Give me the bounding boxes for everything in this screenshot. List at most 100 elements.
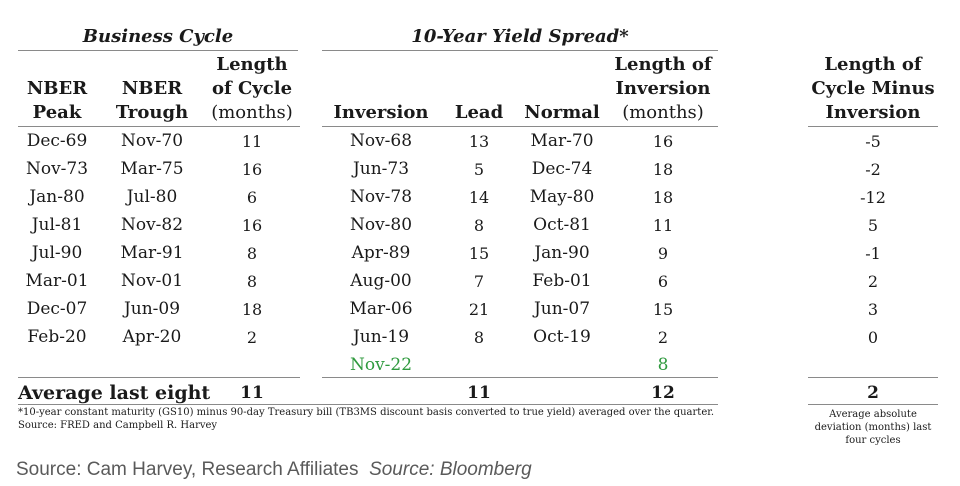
yield-spread-title: 10-Year Yield Spread* [322, 26, 718, 51]
cell-normal: Dec-74 [531, 159, 593, 179]
source-text: Source: Cam Harvey, Research Affiliates [16, 459, 359, 480]
cell-inversion: Aug-00 [350, 271, 412, 291]
header-rule-spread [322, 126, 718, 127]
cell-inversion: Apr-89 [351, 243, 411, 263]
cell-trough: Jun-09 [123, 299, 181, 319]
header-cycle-minus-inversion: Length of Cycle Minus Inversion [806, 53, 940, 125]
deviation-line: deviation (months) last [814, 422, 932, 433]
cell-lead: 5 [473, 160, 485, 179]
cell-lead: 13 [468, 132, 490, 151]
average-label: Average last eight [18, 382, 211, 404]
cell-cycle: 8 [246, 272, 258, 291]
cell-lead: 21 [468, 300, 490, 319]
average-rule-left [18, 377, 300, 378]
header-nber-trough: NBER Trough [110, 77, 194, 125]
cell-lead: 8 [473, 216, 485, 235]
source-caption: Source: Cam Harvey, Research Affiliates … [16, 459, 532, 481]
cell-lead: 8 [473, 328, 485, 347]
deviation-line: Average absolute [829, 409, 917, 420]
cell-trough: Nov-82 [120, 215, 184, 235]
header-line: NBER [121, 78, 183, 99]
average-rule-minus [808, 377, 938, 378]
cell-cycle: 8 [246, 244, 258, 263]
cell-minus: 3 [867, 300, 879, 319]
cell-trough: Mar-91 [120, 243, 184, 263]
cell-inv-len: 11 [652, 216, 674, 235]
header-line: Cycle Minus [811, 78, 935, 99]
header-line: of Cycle [211, 78, 293, 99]
business-cycle-title: Business Cycle [18, 26, 298, 51]
header-inversion: Inversion [333, 102, 429, 123]
cell-trough: Jul-80 [126, 187, 178, 207]
cell-inversion: Jun-73 [352, 159, 410, 179]
cell-cycle: 11 [241, 132, 263, 151]
footnote: *10-year constant maturity (GS10) minus … [18, 406, 738, 432]
cell-peak: Nov-73 [25, 159, 89, 179]
average-inversion-length: 12 [651, 383, 675, 403]
cell-normal: Oct-19 [533, 327, 591, 347]
cell-inv-len: 18 [652, 160, 674, 179]
header-normal: Normal [524, 102, 600, 123]
cell-inversion: Nov-78 [349, 187, 413, 207]
current-inversion: Nov-22 [349, 355, 413, 375]
cell-normal: Oct-81 [533, 215, 591, 235]
cell-normal: Jan-90 [534, 243, 590, 263]
average-cycle: 11 [240, 383, 264, 403]
average-minus: 2 [867, 383, 879, 403]
cell-inv-len: 9 [657, 244, 669, 263]
cell-peak: Mar-01 [25, 271, 89, 291]
header-line: Length [216, 54, 288, 75]
cell-trough: Nov-70 [120, 131, 184, 151]
cell-inversion: Mar-06 [349, 299, 413, 319]
cell-cycle: 2 [246, 328, 258, 347]
header-line: Trough [115, 102, 189, 123]
cell-inversion: Nov-80 [349, 215, 413, 235]
cell-minus: 2 [867, 272, 879, 291]
cell-cycle: 18 [241, 300, 263, 319]
cell-peak: Jul-90 [31, 243, 83, 263]
cell-cycle: 16 [241, 160, 263, 179]
cell-trough: Apr-20 [122, 327, 182, 347]
current-inversion-length: 8 [657, 355, 669, 375]
cell-minus: -1 [865, 244, 881, 263]
cell-peak: Jan-80 [29, 187, 85, 207]
header-line: Peak [32, 102, 82, 123]
header-line: Inversion [825, 102, 921, 123]
cell-inv-len: 15 [652, 300, 674, 319]
cell-cycle: 16 [241, 216, 263, 235]
header-line: (months) [622, 102, 704, 123]
cell-inversion: Jun-19 [352, 327, 410, 347]
header-line: NBER [26, 78, 88, 99]
source-bloomberg: Source: Bloomberg [369, 459, 532, 480]
cell-peak: Jul-81 [31, 215, 83, 235]
footer-rule-minus [808, 404, 938, 405]
cell-minus: -12 [860, 188, 886, 207]
header-lead: Lead [454, 102, 504, 123]
footer-rule-left [18, 404, 718, 405]
cell-normal: Jun-07 [533, 299, 591, 319]
header-inversion-length: Length of Inversion (months) [608, 53, 718, 125]
header-line: Inversion [615, 78, 711, 99]
cell-normal: Mar-70 [530, 131, 594, 151]
header-rule-minus [808, 126, 938, 127]
cell-inv-len: 16 [652, 132, 674, 151]
cell-trough: Nov-01 [120, 271, 184, 291]
header-line: (months) [211, 102, 293, 123]
average-rule-spread [322, 377, 718, 378]
footnote-definition: *10-year constant maturity (GS10) minus … [18, 407, 715, 418]
header-rule-business [18, 126, 300, 127]
cell-lead: 14 [468, 188, 490, 207]
cell-peak: Feb-20 [27, 327, 87, 347]
header-line: Length of [824, 54, 922, 75]
cell-lead: 15 [468, 244, 490, 263]
cell-normal: May-80 [529, 187, 595, 207]
cell-peak: Dec-07 [26, 299, 88, 319]
cell-lead: 7 [473, 272, 485, 291]
cell-cycle: 6 [246, 188, 258, 207]
average-lead: 11 [467, 383, 491, 403]
header-nber-peak: NBER Peak [18, 77, 96, 125]
cell-inversion: Nov-68 [349, 131, 413, 151]
header-cycle-length: Length of Cycle (months) [202, 53, 302, 125]
cell-minus: -5 [865, 132, 881, 151]
deviation-line: four cycles [845, 435, 901, 446]
